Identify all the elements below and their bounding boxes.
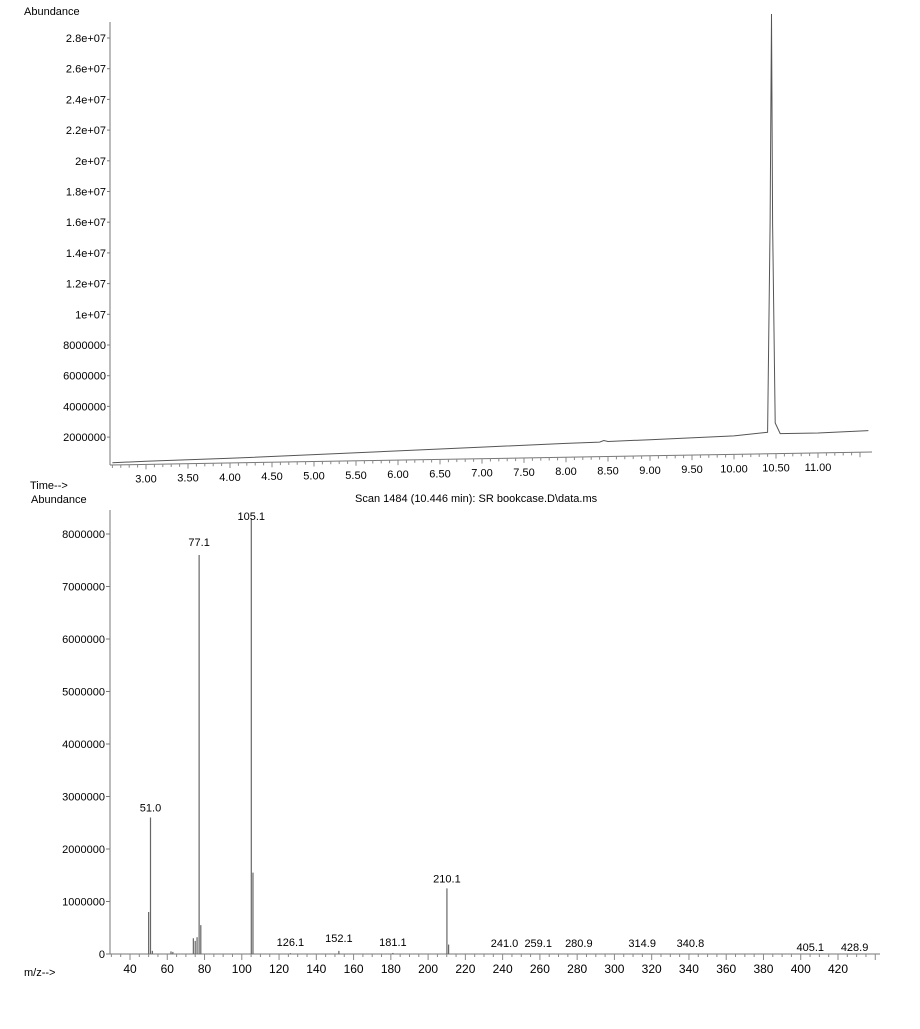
y-tick-label: 1e+07 (75, 309, 106, 321)
x-tick-label: 5.00 (303, 471, 324, 483)
x-tick-label: 400 (791, 962, 811, 976)
spectrum-peak-labels: 51.0 77.1 105.1 126.1 152.1 181.1 210.1 241.0 25… (140, 511, 869, 954)
y-tick-label: 2.6e+07 (66, 64, 106, 76)
y-tick-label: 7000000 (62, 582, 105, 594)
peak-label: 51.0 (140, 803, 161, 815)
y-tick-label: 3000000 (62, 792, 105, 804)
x-tick-label: 200 (418, 962, 438, 976)
peak-label: 340.8 (677, 938, 705, 950)
x-tick-label: 80 (198, 962, 212, 976)
y-tick-label: 2.4e+07 (66, 94, 106, 106)
x-tick-label: 40 (123, 962, 137, 976)
x-tick-label: 240 (493, 962, 513, 976)
peak-label: 405.1 (796, 942, 824, 954)
y-tick-label: 2.2e+07 (66, 125, 106, 137)
x-tick-label: 120 (269, 962, 289, 976)
x-tick-label: 7.00 (471, 468, 492, 480)
peak-label: 77.1 (188, 537, 209, 549)
y-tick-label: 1.8e+07 (66, 187, 106, 199)
spectrum-peaks (148, 518, 856, 954)
spectrum-y-axis-label: Abundance (31, 494, 87, 506)
x-tick-label: 280 (567, 962, 587, 976)
peak-label: 126.1 (277, 937, 305, 949)
chromatogram-y-axis-label: Abundance (24, 6, 80, 18)
x-tick-label: 380 (753, 962, 773, 976)
x-tick-label: 160 (344, 962, 364, 976)
y-tick-label: 8000000 (63, 340, 106, 352)
x-tick-label: 8.00 (555, 466, 576, 478)
x-tick-label: 11.00 (805, 462, 832, 474)
peak-label: 105.1 (238, 511, 266, 523)
x-tick-label: 9.00 (639, 465, 660, 477)
x-tick-label: 100 (232, 962, 252, 976)
x-tick-label: 3.00 (135, 473, 156, 485)
x-tick-label: 10.00 (720, 463, 748, 475)
y-tick-label: 2.8e+07 (66, 33, 106, 45)
y-tick-label: 2e+07 (75, 156, 106, 168)
peak-label: 210.1 (433, 873, 461, 885)
chromatogram-x-axis (109, 451, 873, 470)
peak-label: 181.1 (379, 937, 407, 949)
chromatogram-y-ticks: 2.8e+07 2.6e+07 2.4e+07 2.2e+07 2e+07 1.8e+07… (63, 33, 110, 444)
spectrum-x-axis-label: m/z--> (24, 967, 55, 979)
spectrum-y-ticks: 8000000 7000000 6000000 5000000 4000000 30000… (62, 529, 110, 961)
x-tick-label: 3.50 (177, 473, 198, 485)
x-tick-label: 180 (381, 962, 401, 976)
x-tick-label: 360 (716, 962, 736, 976)
x-tick-label: 320 (642, 962, 662, 976)
y-tick-label: 6000000 (62, 634, 105, 646)
x-tick-label: 60 (161, 962, 175, 976)
x-tick-label: 10.50 (762, 463, 790, 475)
spectrum-title: Scan 1484 (10.446 min): SR bookcase.D\da… (355, 493, 598, 505)
y-tick-label: 8000000 (62, 529, 105, 541)
x-tick-label: 220 (455, 962, 475, 976)
spectrum-x-ticks: 40 60 80 100 120 140 160 180 200 220 240 260 280 300 3… (110, 954, 876, 976)
peak-label: 314.9 (628, 938, 656, 950)
y-tick-label: 1000000 (62, 897, 105, 909)
y-tick-label: 2000000 (62, 844, 105, 856)
y-tick-label: 1.2e+07 (66, 279, 106, 291)
y-tick-label: 0 (99, 949, 105, 961)
peak-label: 280.9 (565, 938, 593, 950)
chromatogram-x-axis-label: Time--> (30, 480, 68, 492)
y-tick-label: 4000000 (62, 739, 105, 751)
y-tick-label: 5000000 (62, 687, 105, 699)
x-tick-label: 5.50 (345, 470, 366, 482)
x-tick-label: 6.00 (387, 469, 408, 481)
y-tick-label: 1.6e+07 (66, 217, 106, 229)
y-tick-label: 1.4e+07 (66, 248, 106, 260)
peak-label: 428.9 (841, 942, 869, 954)
x-tick-label: 420 (828, 962, 848, 976)
x-tick-label: 260 (530, 962, 550, 976)
x-tick-label: 9.50 (681, 464, 702, 476)
peak-label: 241.0 (491, 938, 519, 950)
x-tick-label: 340 (679, 962, 699, 976)
chromatogram-x-ticks: 3.00 3.50 4.00 4.50 5.00 5.50 6.00 6.50 7.00 7.50… (135, 462, 831, 485)
peak-label: 152.1 (325, 933, 353, 945)
chromatogram-chart: Abundance 2.8e+07 2.6e+07 2.4e+07 2.2e+07 2e… (24, 6, 873, 492)
x-tick-label: 6.50 (429, 468, 450, 480)
peak-label: 259.1 (524, 938, 552, 950)
y-tick-label: 2000000 (63, 432, 106, 444)
x-tick-label: 300 (604, 962, 624, 976)
x-tick-label: 4.00 (219, 472, 240, 484)
y-tick-label: 4000000 (63, 401, 106, 413)
x-tick-label: 8.50 (597, 466, 618, 478)
mass-spectrum-chart: Abundance Scan 1484 (10.446 min): SR boo… (24, 493, 880, 979)
x-tick-label: 4.50 (261, 471, 282, 483)
x-tick-label: 7.50 (513, 467, 534, 479)
y-tick-label: 6000000 (63, 371, 106, 383)
x-tick-label: 140 (306, 962, 326, 976)
chromatogram-trace (112, 13, 869, 464)
